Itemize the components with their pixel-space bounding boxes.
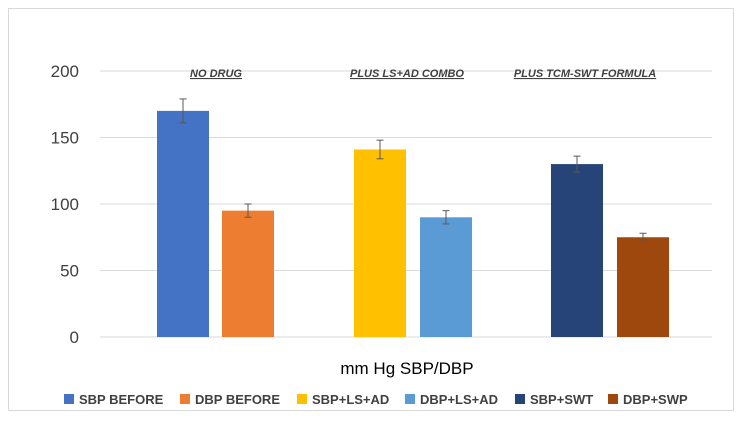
- legend: SBP BEFORE DBP BEFORE SBP+LS+AD DBP+LS+AD SB…: [64, 392, 688, 407]
- legend-swatch: [608, 394, 618, 404]
- y-axis-ticks: 0 50 100 150 200: [51, 62, 79, 347]
- legend-label: DBP+SWP: [623, 392, 688, 407]
- group-label: NO DRUG: [190, 68, 242, 80]
- bar-sbp-swt: [551, 164, 603, 337]
- error-bars: [179, 98, 647, 242]
- bar-sbp-ls-ad: [354, 149, 406, 337]
- bar-dbp-ls-ad: [420, 217, 472, 337]
- legend-label: SBP+SWT: [530, 392, 593, 407]
- legend-label: SBP BEFORE: [79, 392, 164, 407]
- legend-swatch: [515, 394, 525, 404]
- legend-swatch: [180, 394, 190, 404]
- group-label: PLUS LS+AD COMBO: [350, 68, 464, 80]
- bar-dbp-before: [222, 210, 274, 337]
- legend-swatch: [405, 394, 415, 404]
- legend-label: DBP+LS+AD: [420, 392, 498, 407]
- y-tick-label: 50: [60, 262, 79, 281]
- y-tick-label: 100: [51, 195, 79, 214]
- legend-label: SBP+LS+AD: [312, 392, 389, 407]
- bar-dbp-swp: [617, 237, 669, 337]
- legend-item: DBP BEFORE: [180, 392, 280, 407]
- legend-item: SBP BEFORE: [64, 392, 164, 407]
- legend-label: DBP BEFORE: [195, 392, 280, 407]
- group-labels: NO DRUG PLUS LS+AD COMBO PLUS TCM-SWT FORM…: [190, 68, 656, 80]
- y-tick-label: 150: [51, 129, 79, 148]
- legend-item: SBP+LS+AD: [297, 392, 389, 407]
- x-axis-title: mm Hg SBP/DBP: [340, 359, 473, 378]
- bar-sbp-before: [157, 110, 209, 338]
- legend-swatch: [297, 394, 307, 404]
- legend-item: DBP+SWP: [608, 392, 688, 407]
- legend-swatch: [64, 394, 74, 404]
- legend-item: DBP+LS+AD: [405, 392, 498, 407]
- legend-item: SBP+SWT: [515, 392, 593, 407]
- y-tick-label: 200: [51, 62, 79, 81]
- group-label: PLUS TCM-SWT FORMULA: [514, 68, 656, 80]
- bars: [157, 110, 669, 338]
- y-tick-label: 0: [70, 328, 79, 347]
